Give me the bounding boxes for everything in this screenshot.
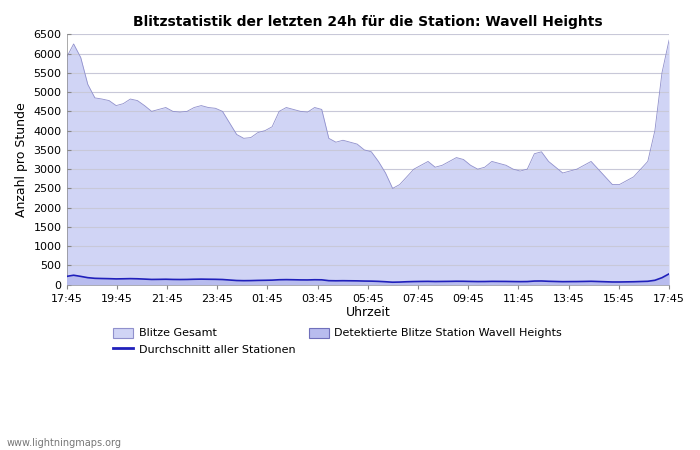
Title: Blitzstatistik der letzten 24h für die Station: Wavell Heights: Blitzstatistik der letzten 24h für die S… xyxy=(133,15,603,29)
Durchschnitt aller Stationen xyxy=(62,274,71,279)
Line: Durchschnitt aller Stationen: Durchschnitt aller Stationen xyxy=(66,274,669,282)
Durchschnitt aller Stationen xyxy=(76,274,85,279)
Durchschnitt aller Stationen xyxy=(91,275,99,281)
Durchschnitt aller Stationen xyxy=(126,276,134,281)
Durchschnitt aller Stationen xyxy=(580,279,588,284)
Durchschnitt aller Stationen xyxy=(665,271,673,277)
Y-axis label: Anzahl pro Stunde: Anzahl pro Stunde xyxy=(15,102,28,217)
Text: www.lightningmaps.org: www.lightningmaps.org xyxy=(7,438,122,448)
Durchschnitt aller Stationen xyxy=(353,278,361,284)
Durchschnitt aller Stationen xyxy=(389,279,397,285)
Durchschnitt aller Stationen xyxy=(530,279,538,284)
Legend: Blitze Gesamt, Durchschnitt aller Stationen, Detektierte Blitze Station Wavell H: Blitze Gesamt, Durchschnitt aller Statio… xyxy=(108,323,566,359)
X-axis label: Uhrzeit: Uhrzeit xyxy=(345,306,390,320)
